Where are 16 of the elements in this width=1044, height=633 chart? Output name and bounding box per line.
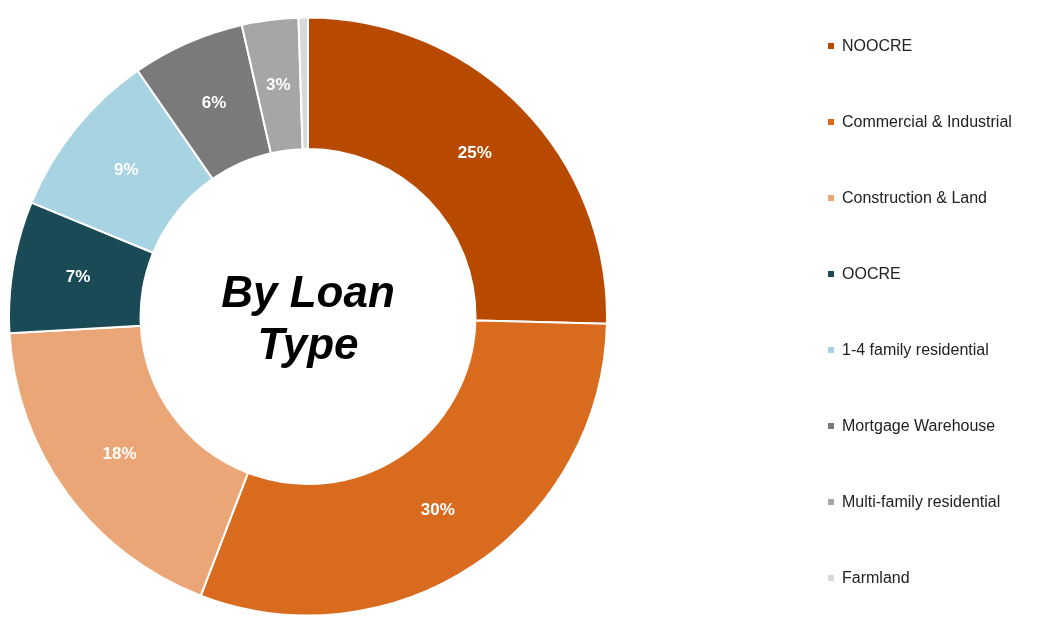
data-label: 6% bbox=[201, 92, 227, 112]
data-label: 3% bbox=[266, 74, 291, 94]
legend-label: Farmland bbox=[842, 569, 910, 587]
legend-label: Construction & Land bbox=[842, 189, 987, 207]
legend-label: 1-4 family residential bbox=[842, 341, 989, 359]
data-label: 9% bbox=[114, 159, 139, 179]
data-label: 25% bbox=[457, 143, 492, 163]
legend-label: NOOCRE bbox=[842, 37, 913, 55]
data-label: 7% bbox=[65, 267, 91, 287]
legend-label: Commercial & Industrial bbox=[842, 113, 1012, 131]
data-label: 30% bbox=[420, 499, 455, 519]
legend-label: Multi-family residential bbox=[842, 493, 1001, 511]
data-label: 18% bbox=[102, 443, 137, 463]
legend-label: Mortgage Warehouse bbox=[842, 417, 996, 435]
text: By Loan Type bbox=[220, 266, 396, 370]
legend-label: OOCRE bbox=[842, 265, 901, 283]
